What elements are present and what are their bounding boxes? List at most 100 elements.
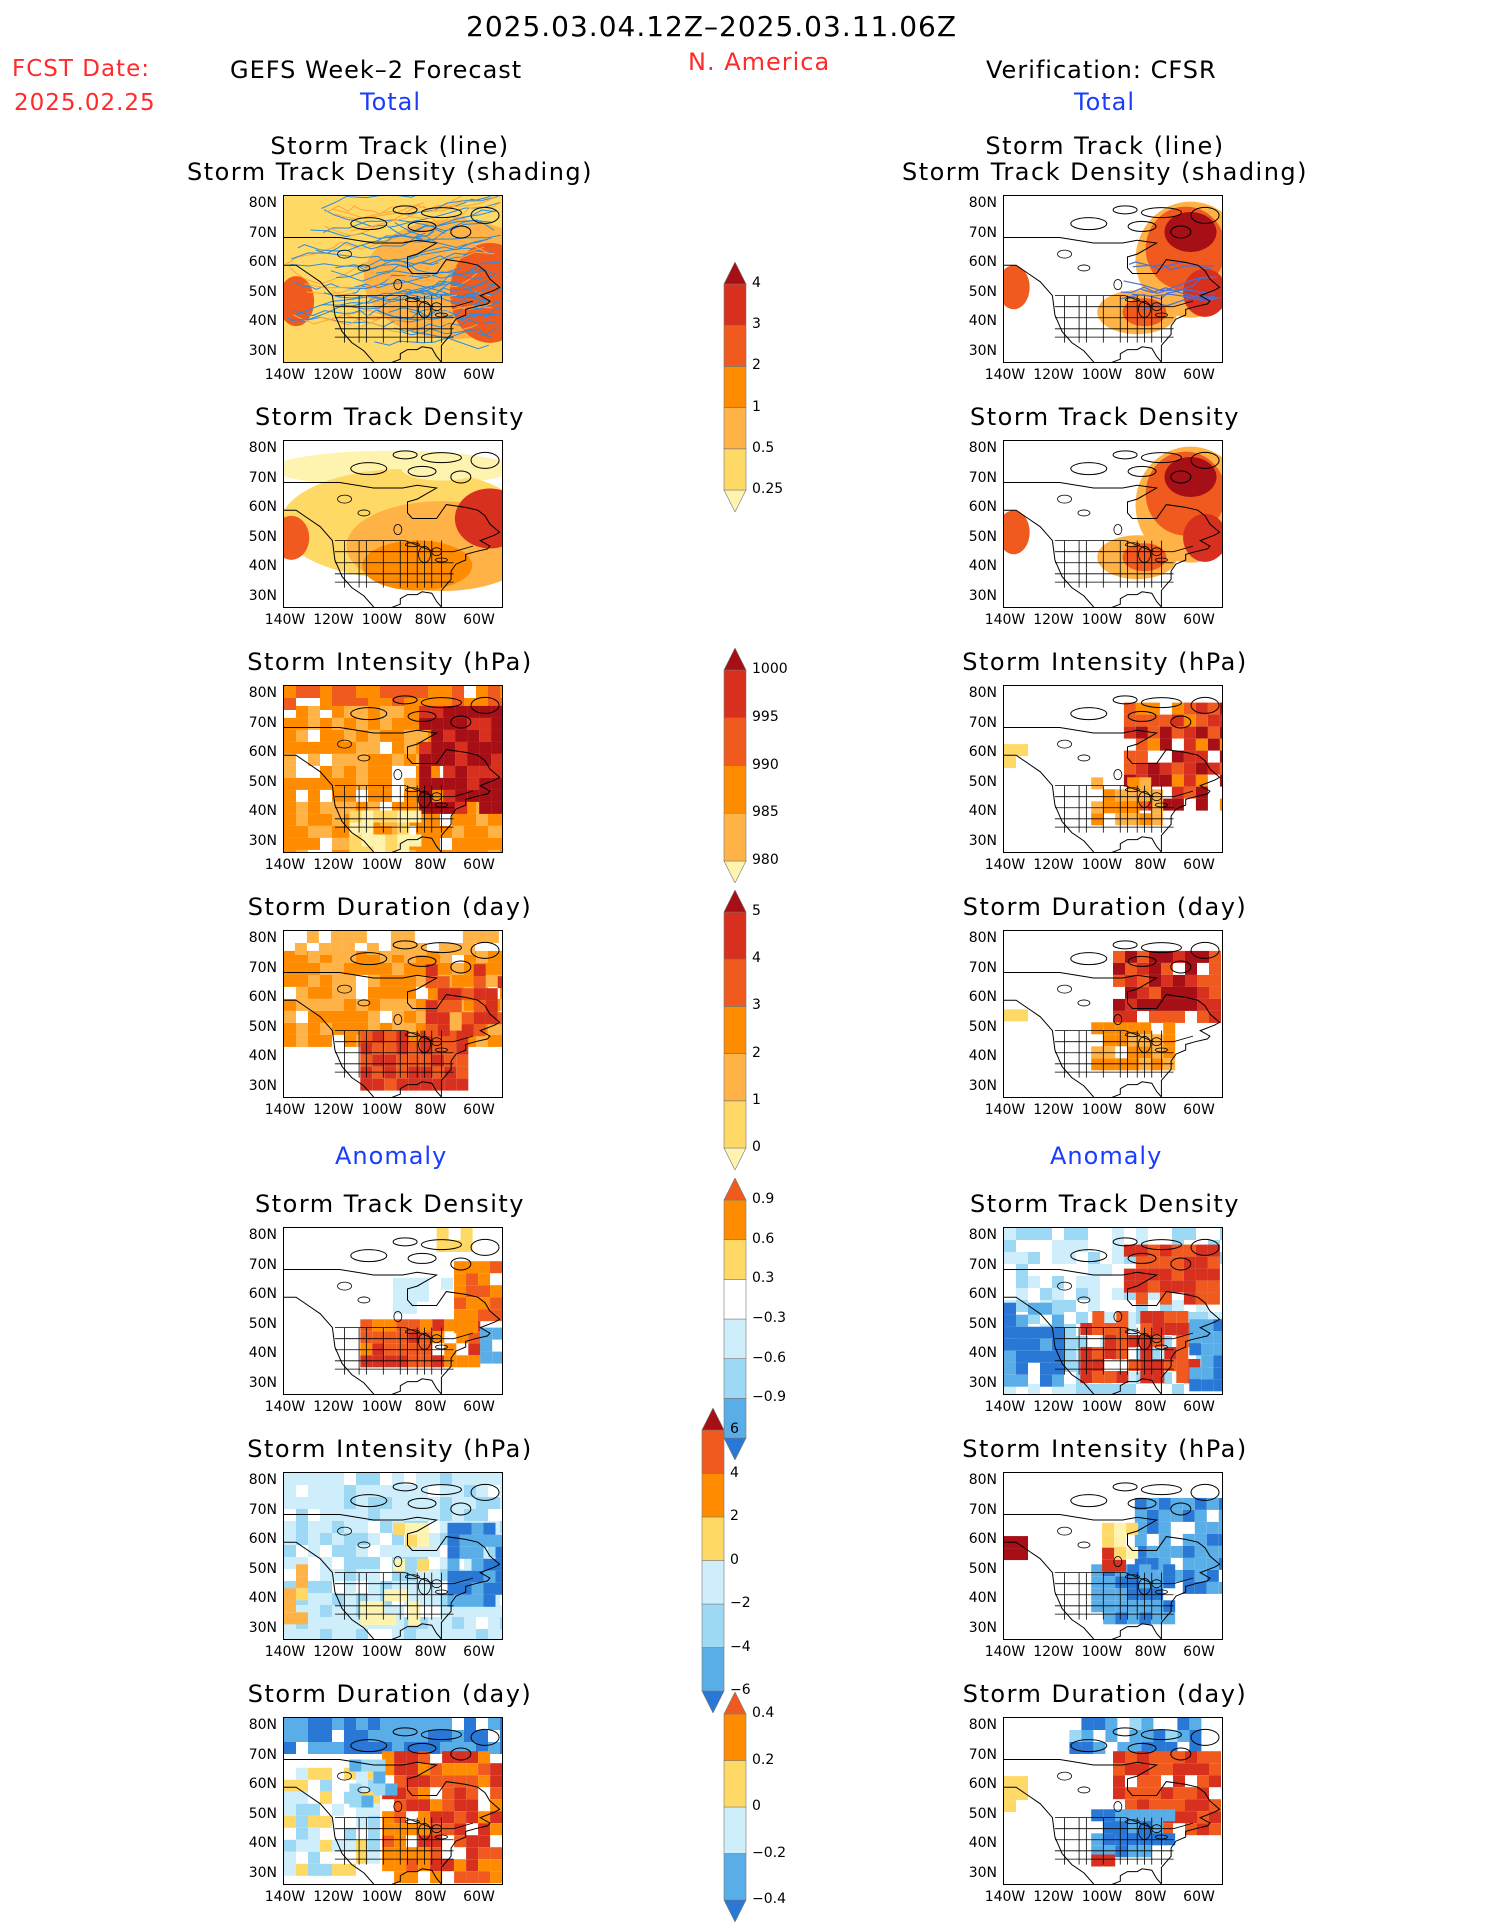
colorbar-tick-label: 990 xyxy=(752,756,779,773)
right-anomaly-label: Anomaly xyxy=(1050,1142,1163,1170)
lon-tick-label: 140W xyxy=(984,612,1026,628)
lat-tick-label: 40N xyxy=(248,1835,277,1851)
left-density-anom-map xyxy=(283,1227,503,1395)
lon-tick-label: 60W xyxy=(1183,857,1215,873)
colorbar-tick-label: 4 xyxy=(752,275,761,291)
lon-tick-label: 120W xyxy=(1033,1399,1074,1415)
lat-tick-label: 40N xyxy=(968,1835,997,1851)
lat-tick-label: 40N xyxy=(968,313,997,329)
lon-tick-label: 100W xyxy=(1081,857,1123,873)
lat-tick-label: 50N xyxy=(248,283,277,300)
cbar-duration-total xyxy=(722,889,748,1174)
lon-tick-label: 100W xyxy=(361,1889,403,1905)
lat-tick-label: 40N xyxy=(968,1345,997,1361)
lon-tick-label: 120W xyxy=(1033,857,1074,873)
lat-tick-label: 40N xyxy=(968,558,997,574)
colorbar-tick-label: −0.6 xyxy=(752,1349,786,1366)
left-duration-anom-map-field xyxy=(284,1718,502,1884)
lat-tick-label: 70N xyxy=(248,714,277,731)
lat-tick-label: 60N xyxy=(968,254,997,270)
lon-tick-label: 120W xyxy=(1033,612,1074,628)
lon-tick-label: 100W xyxy=(1081,1399,1123,1415)
lon-tick-label: 80W xyxy=(1134,1102,1167,1118)
lon-tick-label: 120W xyxy=(1033,367,1074,383)
lat-tick-label: 80N xyxy=(248,440,277,456)
right-duration-anom-map xyxy=(1003,1717,1223,1885)
right-track-line-title: Storm Track (line) xyxy=(985,132,1225,160)
lat-tick-label: 40N xyxy=(248,1048,277,1064)
lon-tick-label: 60W xyxy=(1183,1102,1215,1118)
right-track-map-field xyxy=(1004,196,1222,362)
right-intensity-map-field xyxy=(1004,686,1222,852)
lon-tick-label: 140W xyxy=(984,1102,1026,1118)
lon-tick-label: 100W xyxy=(361,1399,403,1415)
lon-tick-label: 140W xyxy=(984,1644,1026,1660)
lon-tick-label: 120W xyxy=(313,1102,354,1118)
lat-tick-label: 80N xyxy=(968,195,997,211)
lat-tick-label: 40N xyxy=(248,558,277,574)
colorbar-tick-label: 0.6 xyxy=(752,1230,775,1247)
region-title: N. America xyxy=(688,48,831,76)
lat-tick-label: 40N xyxy=(248,313,277,329)
left-total-label: Total xyxy=(360,88,422,116)
lon-tick-label: 140W xyxy=(984,1889,1026,1905)
lat-tick-label: 80N xyxy=(968,1717,997,1733)
colorbar-tick-label: 2 xyxy=(730,1508,739,1524)
lat-tick-label: 30N xyxy=(248,832,277,849)
right-density-anom-title: Storm Track Density xyxy=(970,1190,1240,1218)
lon-tick-label: 80W xyxy=(1134,857,1167,873)
left-intensity-title: Storm Intensity (hPa) xyxy=(247,648,533,676)
lat-tick-label: 30N xyxy=(248,587,277,604)
lat-tick-label: 70N xyxy=(248,1256,277,1273)
lon-tick-label: 140W xyxy=(264,1399,306,1415)
left-intensity-anom-map xyxy=(283,1472,503,1640)
lon-tick-label: 80W xyxy=(414,367,447,383)
lon-tick-label: 120W xyxy=(313,857,354,873)
left-density-map-field xyxy=(284,441,502,607)
lon-tick-label: 120W xyxy=(313,612,354,628)
lat-tick-label: 60N xyxy=(248,254,277,270)
colorbar-tick-label: 0.3 xyxy=(752,1270,775,1287)
lat-tick-label: 50N xyxy=(968,1018,997,1035)
lat-tick-label: 30N xyxy=(968,832,997,849)
lat-tick-label: 50N xyxy=(968,283,997,300)
lat-tick-label: 40N xyxy=(248,1590,277,1606)
lat-tick-label: 50N xyxy=(968,1805,997,1822)
lat-tick-label: 30N xyxy=(968,342,997,359)
lon-tick-label: 80W xyxy=(414,612,447,628)
lat-tick-label: 70N xyxy=(248,1746,277,1763)
lon-tick-label: 100W xyxy=(361,1102,403,1118)
left-density-title: Storm Track Density xyxy=(255,403,525,431)
left-track-map xyxy=(283,195,503,363)
lat-tick-label: 40N xyxy=(248,803,277,819)
lon-tick-label: 120W xyxy=(313,1889,354,1905)
colorbar-tick-label: 0 xyxy=(752,1139,761,1155)
lat-tick-label: 70N xyxy=(968,1746,997,1763)
right-duration-map xyxy=(1003,930,1223,1098)
colorbar-tick-label: 0.2 xyxy=(752,1751,775,1768)
colorbar-tick-label: −2 xyxy=(730,1595,751,1611)
lon-tick-label: 60W xyxy=(463,612,495,628)
lat-tick-label: 50N xyxy=(248,1805,277,1822)
lon-tick-label: 100W xyxy=(361,367,403,383)
colorbar-tick-label: 980 xyxy=(752,852,779,868)
lat-tick-label: 80N xyxy=(968,1472,997,1488)
right-track-shade-title: Storm Track Density (shading) xyxy=(901,158,1309,186)
lon-tick-label: 60W xyxy=(463,367,495,383)
colorbar-tick-label: −0.9 xyxy=(752,1389,786,1406)
lat-tick-label: 60N xyxy=(968,1776,997,1792)
lat-tick-label: 70N xyxy=(968,714,997,731)
lat-tick-label: 40N xyxy=(968,1590,997,1606)
left-intensity-anom-title: Storm Intensity (hPa) xyxy=(247,1435,533,1463)
lat-tick-label: 80N xyxy=(968,930,997,946)
lon-tick-label: 140W xyxy=(264,1889,306,1905)
lat-tick-label: 50N xyxy=(968,528,997,545)
lat-tick-label: 80N xyxy=(248,1472,277,1488)
lat-tick-label: 80N xyxy=(248,685,277,701)
colorbar-tick-label: 2 xyxy=(752,1044,761,1061)
lon-tick-label: 80W xyxy=(1134,1889,1167,1905)
lat-tick-label: 40N xyxy=(248,1345,277,1361)
right-intensity-map xyxy=(1003,685,1223,853)
right-duration-anom-map-field xyxy=(1004,1718,1222,1884)
lon-tick-label: 140W xyxy=(264,1644,306,1660)
